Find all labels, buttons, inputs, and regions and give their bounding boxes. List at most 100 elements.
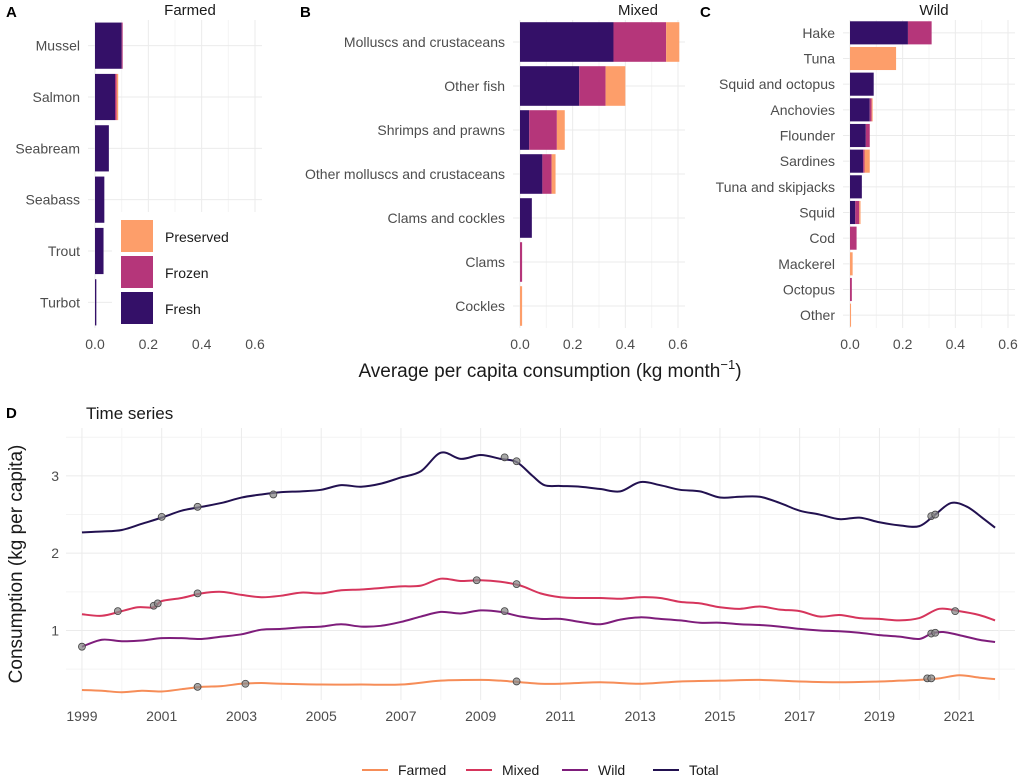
- category-label-other-fish: Other fish: [444, 78, 505, 94]
- category-label-seabream: Seabream: [15, 140, 80, 156]
- category-label-cod: Cod: [809, 230, 835, 246]
- x-tick-label: 2005: [306, 708, 337, 724]
- legend-label-preserved: Preserved: [165, 229, 229, 245]
- bar-cockles-preserved: [520, 286, 523, 326]
- bar-shrimps-and-prawns-preserved: [556, 110, 565, 150]
- x-tick-label: 2021: [944, 708, 975, 724]
- bar-sardines-preserved: [864, 149, 870, 173]
- panel-c-wild: Hake Tuna Squid and octopus Anchovies Flound…: [700, 2, 1018, 352]
- bar-clams-and-cockles-fresh: [520, 198, 532, 238]
- change-point-marker-farmed: [512, 677, 521, 686]
- category-label-turbot: Turbot: [40, 294, 80, 310]
- category-label-tuna-and-skipjacks: Tuna and skipjacks: [716, 179, 835, 195]
- change-point-marker-total: [512, 457, 521, 466]
- bar-squid-preserved: [859, 200, 861, 225]
- bar-other-fish-fresh: [520, 66, 580, 106]
- legend-label-mixed: Mixed: [502, 762, 539, 778]
- legend-key-fresh: [121, 292, 153, 324]
- x-tick-label: 0.6: [245, 336, 265, 352]
- bar-squid-and-octopus-fresh: [850, 72, 874, 96]
- bar-molluscs-and-crustaceans-frozen: [613, 22, 667, 62]
- bar-cod-frozen: [850, 226, 857, 250]
- panel-title-farmed: Farmed: [164, 2, 216, 19]
- bar-shrimps-and-prawns-frozen: [529, 110, 557, 150]
- x-tick-label: 0.2: [139, 336, 159, 352]
- category-label-squid-and-octopus: Squid and octopus: [719, 76, 835, 92]
- x-tick-label: 2003: [226, 708, 257, 724]
- x-tick-label: 0.4: [192, 336, 212, 352]
- bar-tuna-preserved: [850, 46, 897, 71]
- category-label-clams: Clams: [465, 254, 505, 270]
- category-label-cockles: Cockles: [455, 298, 505, 314]
- x-tick-label: 0.4: [946, 336, 966, 352]
- change-point-marker-farmed: [193, 682, 202, 691]
- bar-anchovies-preserved: [871, 98, 873, 122]
- legend-label-total: Total: [689, 762, 719, 778]
- y-tick-label: 2: [51, 545, 59, 561]
- change-point-marker-total: [931, 510, 940, 519]
- bar-anchovies-frozen: [869, 98, 872, 122]
- change-point-marker-farmed: [241, 679, 250, 688]
- series-line-mixed: [81, 577, 996, 622]
- bar-salmon-frozen: [115, 73, 117, 121]
- x-tick-label: 2019: [864, 708, 895, 724]
- series-line-wild: [81, 609, 996, 648]
- panel-b-mixed: Molluscs and crustaceans Other fish Shrimp…: [300, 2, 688, 352]
- bar-salmon-preserved: [116, 73, 119, 121]
- bar-salmon-fresh: [95, 73, 115, 121]
- panel-letter-d: D: [6, 405, 17, 422]
- change-point-marker-total: [500, 453, 509, 462]
- series-line-total: [81, 451, 996, 534]
- bar-mackerel-preserved: [850, 252, 853, 276]
- category-label-salmon: Salmon: [33, 89, 80, 105]
- category-label-mackerel: Mackerel: [778, 256, 835, 272]
- panel-letter-b: B: [300, 4, 311, 21]
- bar-other-molluscs-and-crustaceans-frozen: [542, 154, 552, 194]
- bar-clams-frozen: [520, 242, 523, 282]
- legend-key-preserved: [121, 220, 153, 252]
- x-tick-label: 0.0: [510, 336, 530, 352]
- bar-mussel-frozen: [121, 22, 123, 69]
- change-point-marker-mixed: [193, 589, 202, 598]
- bar-other-molluscs-and-crustaceans-preserved: [551, 154, 556, 194]
- bar-trout-fresh: [95, 227, 104, 275]
- panel-d-time-series: 1999 2001 2003 2005 2007 2009 2011 2013 2015 2017…: [6, 404, 1015, 724]
- change-point-marker-mixed: [113, 607, 122, 616]
- change-point-marker-total: [193, 502, 202, 511]
- change-point-marker-wild: [78, 642, 86, 651]
- category-label-anchovies: Anchovies: [770, 102, 835, 118]
- category-label-sardines: Sardines: [780, 153, 835, 169]
- bar-other-preserved: [850, 303, 852, 327]
- panel-title-time-series: Time series: [86, 404, 173, 423]
- x-tick-label: 2007: [385, 708, 416, 724]
- x-tick-label: 0.2: [893, 336, 913, 352]
- x-tick-label: 2011: [545, 708, 575, 724]
- bar-flounder-fresh: [850, 123, 866, 148]
- shared-x-axis-label-sup: −1: [720, 357, 735, 372]
- x-tick-label: 2001: [146, 708, 177, 724]
- bar-hake-fresh: [850, 21, 908, 45]
- bar-hake-frozen: [907, 21, 932, 45]
- category-label-shrimps-and-prawns: Shrimps and prawns: [377, 122, 505, 138]
- x-tick-label: 2017: [784, 708, 815, 724]
- bar-mussel-fresh: [95, 22, 122, 69]
- x-tick-label: 0.0: [840, 336, 860, 352]
- category-label-flounder: Flounder: [780, 128, 836, 144]
- bar-other-fish-frozen: [579, 66, 606, 106]
- category-label-mussel: Mussel: [36, 38, 80, 54]
- category-label-tuna: Tuna: [804, 51, 836, 67]
- category-label-other: Other: [800, 307, 835, 323]
- bar-other-fish-preserved: [605, 66, 626, 106]
- bar-sardines-fresh: [850, 149, 864, 173]
- bar-anchovies-fresh: [850, 98, 870, 122]
- change-point-marker-wild: [500, 607, 509, 616]
- legend-label-farmed: Farmed: [398, 762, 446, 778]
- legend-key-frozen: [121, 256, 153, 288]
- category-label-octopus: Octopus: [783, 282, 835, 298]
- panel-a-legend: Preserved Frozen Fresh: [112, 212, 262, 328]
- category-label-clams-and-cockles: Clams and cockles: [388, 210, 506, 226]
- bar-turbot-fresh: [95, 279, 97, 326]
- panel-title-mixed: Mixed: [618, 2, 658, 19]
- change-point-marker-farmed: [927, 674, 936, 683]
